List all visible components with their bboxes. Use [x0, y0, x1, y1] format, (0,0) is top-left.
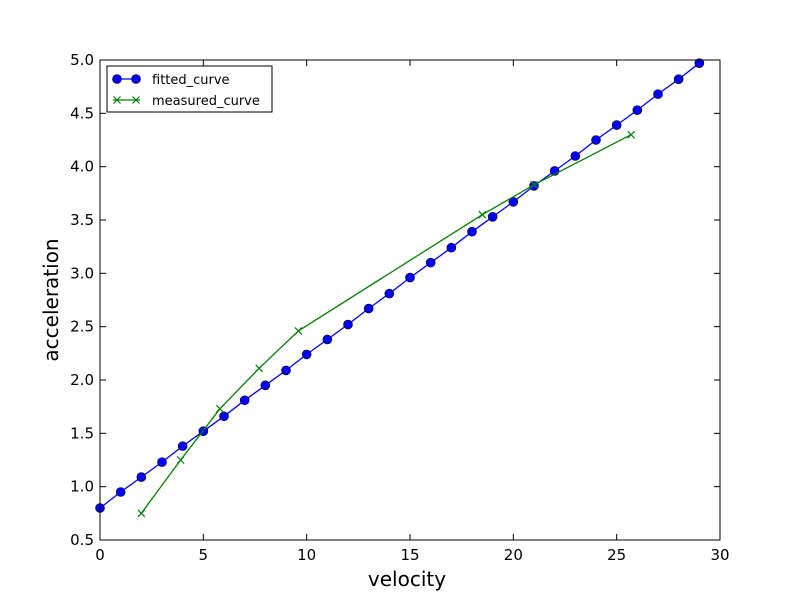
- y-tick-label: 4.5: [70, 104, 94, 122]
- legend: fitted_curve measured_curve: [106, 65, 273, 113]
- data-point-measured_curve: [627, 130, 636, 139]
- data-point-fitted_curve: [115, 487, 126, 497]
- data-point-fitted_curve: [632, 105, 643, 115]
- data-point-fitted_curve: [405, 272, 415, 283]
- data-point-fitted_curve: [177, 441, 188, 451]
- data-point-fitted_curve: [363, 303, 374, 314]
- data-point-measured_curve: [294, 327, 303, 335]
- data-point-fitted_curve: [343, 319, 353, 330]
- y-tick-label: 3.5: [70, 211, 94, 229]
- data-point-fitted_curve: [239, 395, 250, 406]
- legend-frame: [106, 65, 273, 113]
- x-axis-label: velocity: [368, 567, 446, 591]
- data-point-fitted_curve: [322, 334, 333, 345]
- data-point-measured_curve: [215, 404, 224, 413]
- plot-area: [100, 60, 720, 540]
- data-point-fitted_curve: [487, 212, 498, 222]
- data-point-fitted_curve: [425, 257, 436, 268]
- legend-marker-fitted: [112, 74, 122, 84]
- legend-marker-measured-2: [132, 96, 140, 104]
- x-tick-label: 20: [504, 546, 523, 564]
- data-point-fitted_curve: [281, 365, 291, 376]
- data-point-measured_curve: [530, 180, 538, 189]
- x-tick-label: 5: [199, 546, 209, 564]
- x-tick-label: 15: [400, 546, 419, 564]
- data-point-fitted_curve: [653, 89, 663, 99]
- y-tick-label: 3.0: [70, 264, 94, 282]
- y-tick-label: 1.5: [70, 424, 94, 442]
- data-point-measured_curve: [478, 210, 487, 219]
- legend-marker-fitted-2: [131, 74, 141, 84]
- y-tick-label: 0.5: [70, 531, 94, 549]
- x-tick-label: 0: [95, 546, 105, 564]
- data-point-fitted_curve: [694, 58, 705, 69]
- x-tick-label: 10: [297, 546, 316, 564]
- y-tick-label: 5.0: [70, 51, 94, 69]
- y-tick-label: 2.0: [70, 371, 94, 389]
- legend-label-fitted: fitted_curve: [152, 73, 230, 88]
- data-point-fitted_curve: [219, 411, 229, 422]
- x-tick-label: 25: [607, 546, 626, 564]
- data-point-fitted_curve: [260, 380, 271, 391]
- data-point-fitted_curve: [136, 472, 147, 482]
- series-layer: [95, 58, 705, 518]
- y-tick-label: 2.5: [70, 318, 94, 336]
- y-axis-label: acceleration: [39, 238, 63, 361]
- data-point-fitted_curve: [570, 151, 581, 161]
- data-point-fitted_curve: [467, 226, 477, 237]
- legend-marker-measured: [113, 96, 121, 104]
- data-point-measured_curve: [176, 456, 185, 464]
- y-tick-label: 1.0: [70, 478, 94, 496]
- data-point-fitted_curve: [384, 288, 395, 299]
- data-point-measured_curve: [137, 509, 146, 518]
- series-line-measured_curve: [140, 134, 632, 514]
- ticks-layer: 0 5 10 15 20 25 30 0.5 1.0 1.5 2.0 2.5 3.0 3.5 4.0 4.5 5…: [70, 51, 729, 564]
- y-tick-label: 4.0: [70, 158, 94, 176]
- data-point-fitted_curve: [591, 135, 601, 145]
- data-point-fitted_curve: [673, 74, 684, 84]
- x-tick-label: 30: [710, 546, 729, 564]
- data-point-measured_curve: [255, 364, 264, 373]
- data-point-fitted_curve: [301, 349, 312, 360]
- data-point-fitted_curve: [446, 242, 457, 253]
- data-point-fitted_curve: [157, 457, 167, 467]
- data-point-fitted_curve: [611, 120, 622, 130]
- legend-label-measured: measured_curve: [152, 94, 260, 109]
